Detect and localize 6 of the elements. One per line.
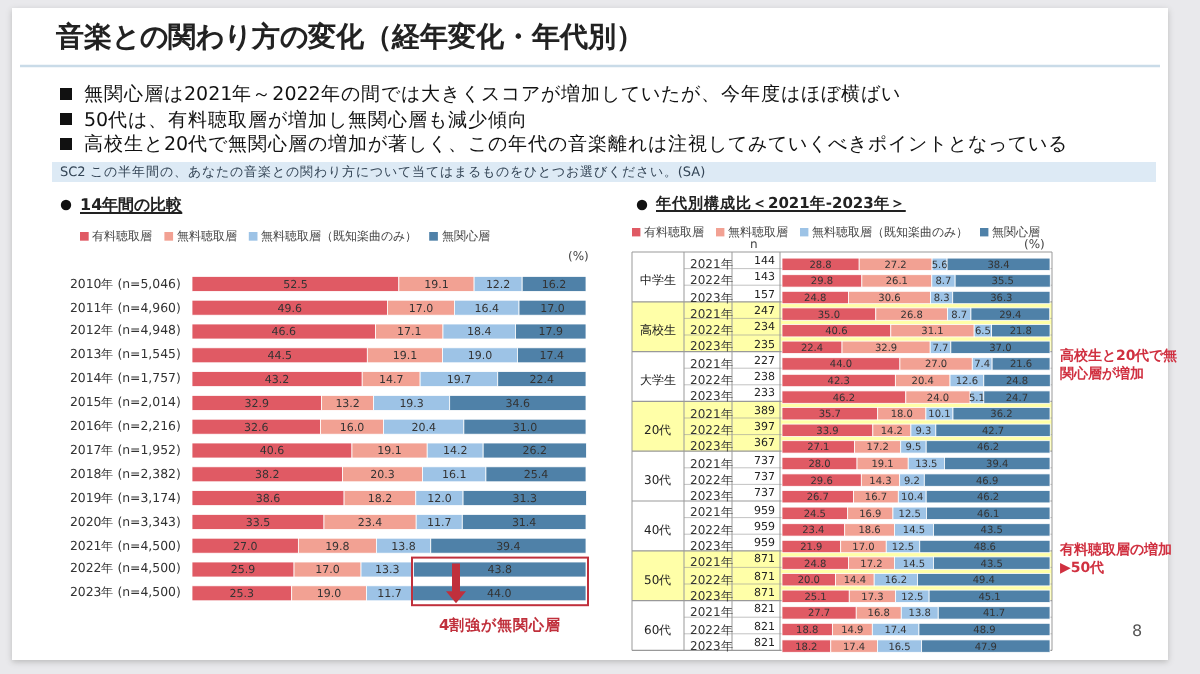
text: 50代は、有料聴取層が増加し無関心層も減少傾向 (84, 107, 529, 133)
chart-title: 音楽との関わり方の変化（経年変化・年代別） (56, 20, 644, 56)
text: 8 (1132, 622, 1143, 640)
text: 無関心層は2021年～2022年の間では大きくスコアが増加していたが、今年度はほぼ横ばい (84, 82, 901, 108)
chart-subtitle: 14年間の比較 (80, 194, 183, 216)
text: 高校生と20代で無関心層の増加が著しく、この年代の音楽離れは注視してみていくべきポイントとなっている (84, 132, 1069, 158)
